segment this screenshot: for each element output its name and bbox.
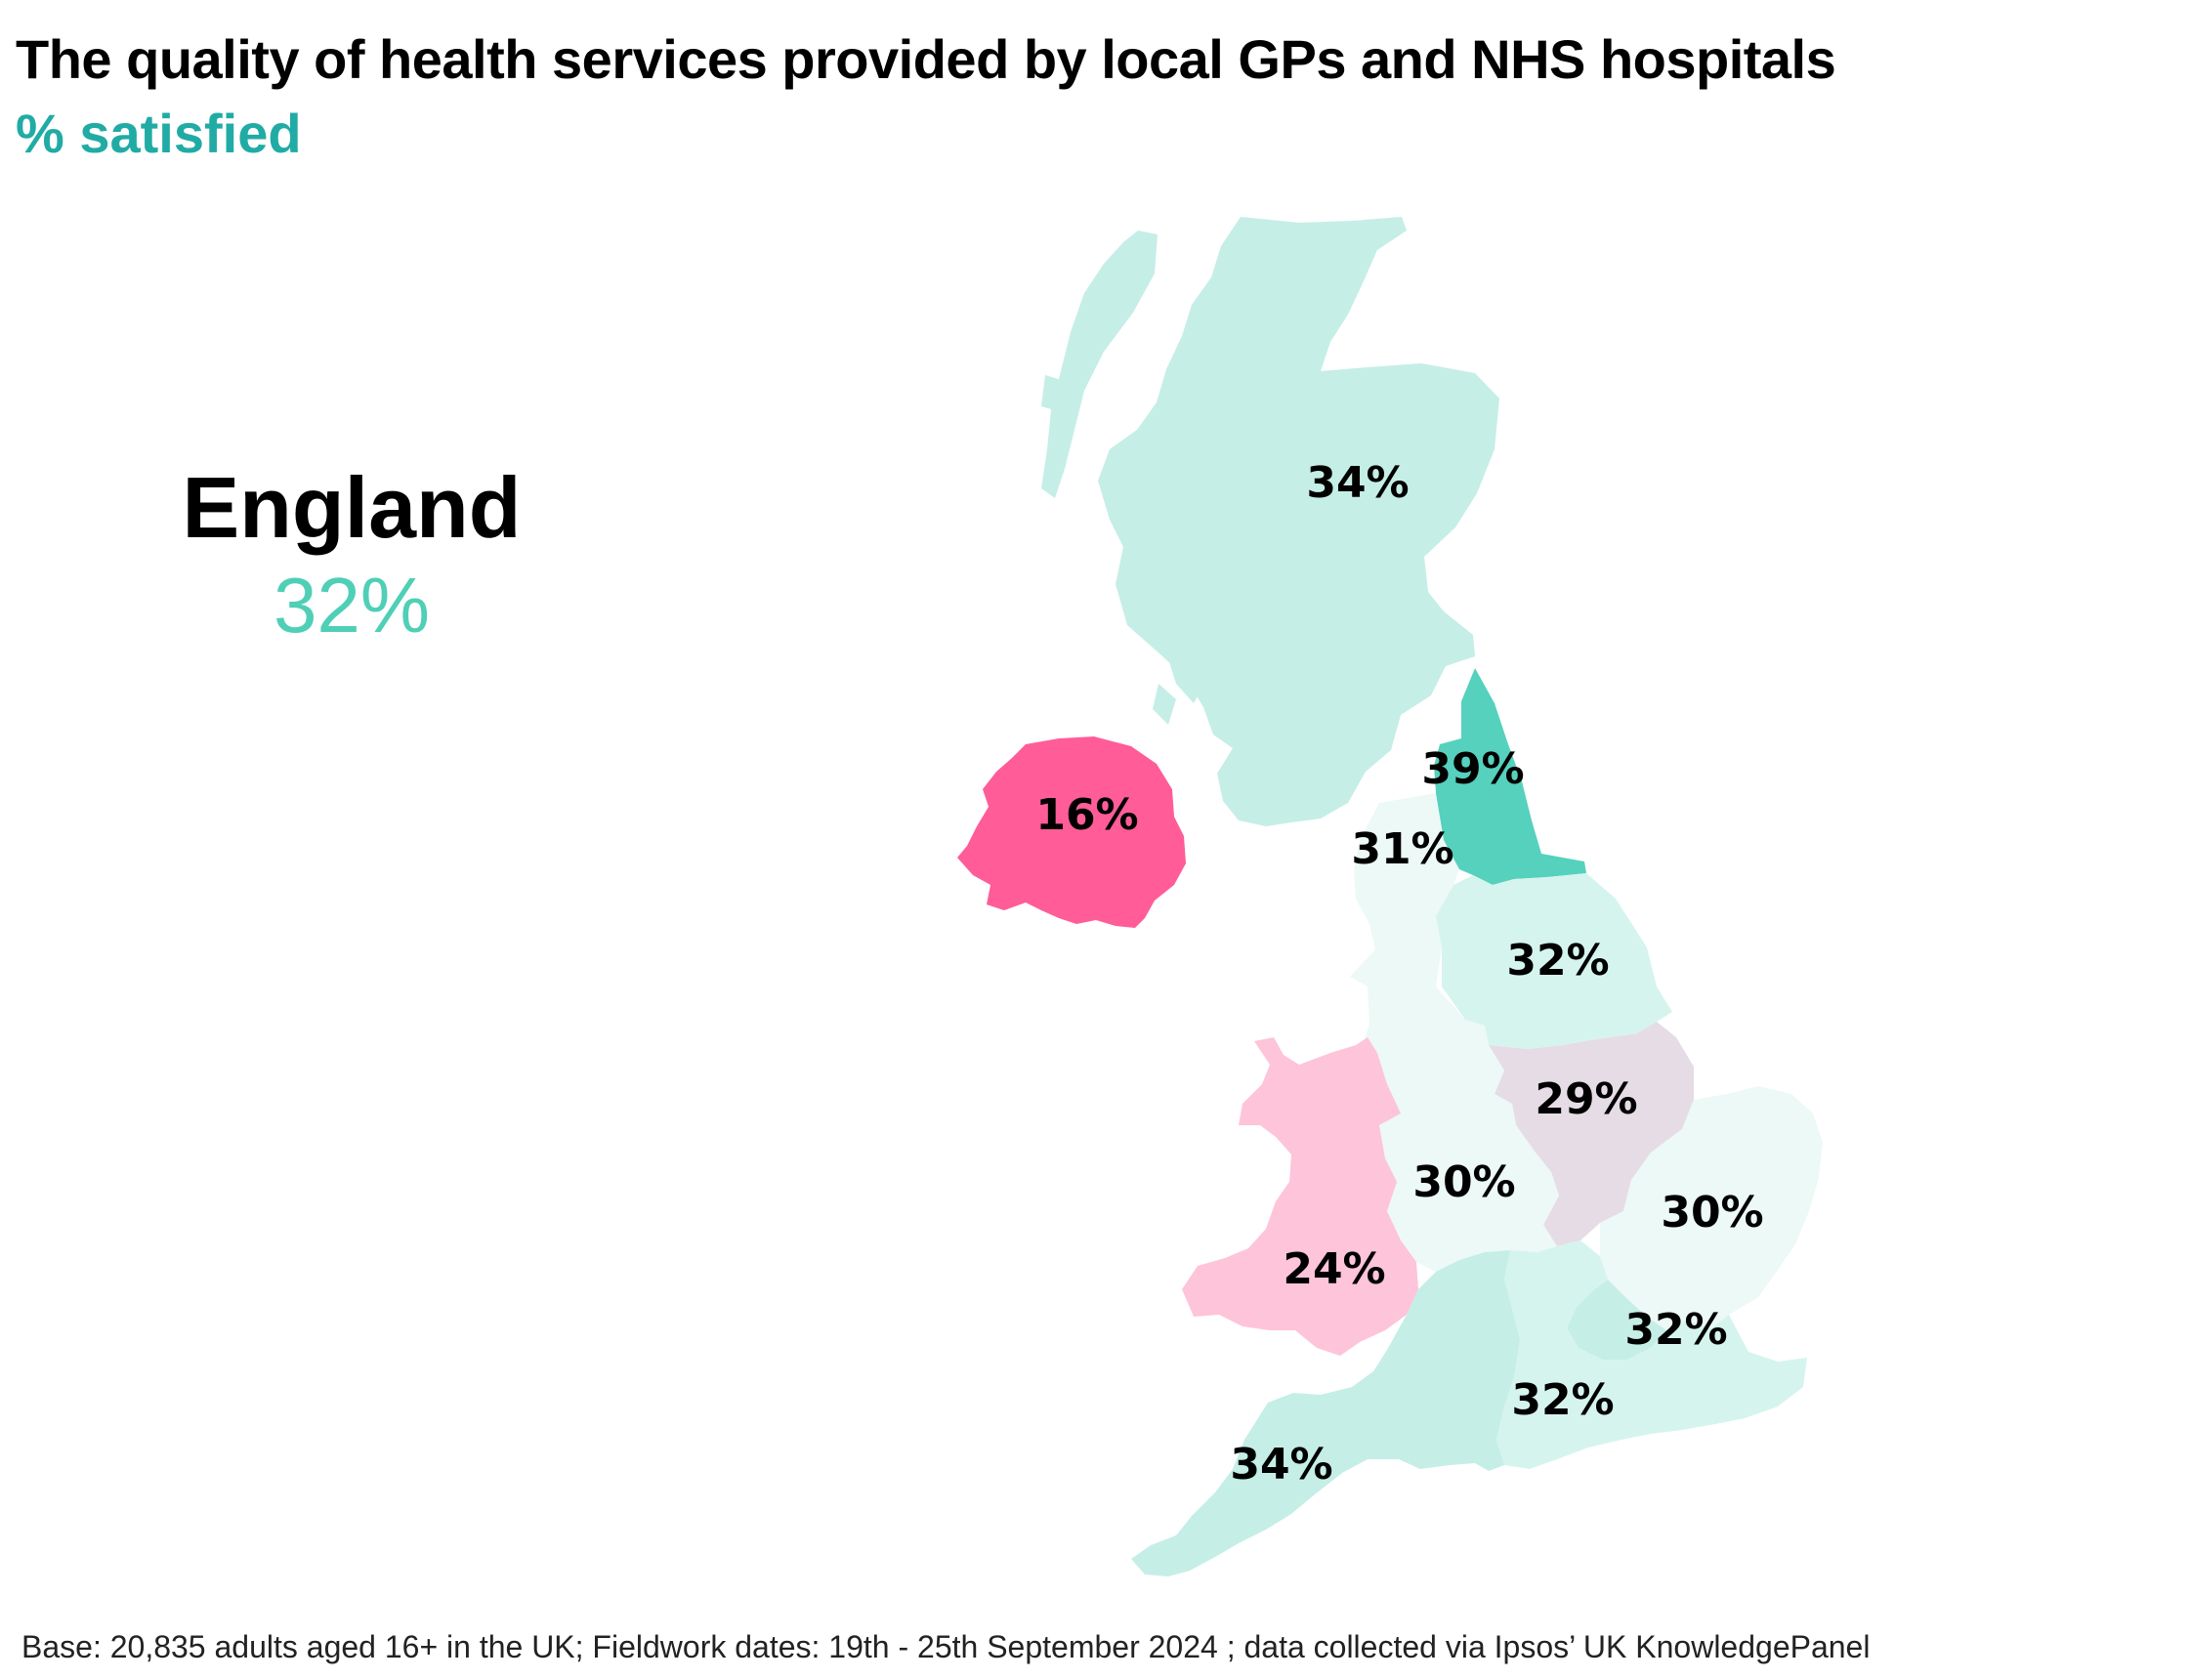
region-east-midlands[interactable]: [1489, 1022, 1694, 1246]
england-callout-name: England: [182, 459, 522, 556]
label-wales: 24%: [1283, 1244, 1385, 1294]
region-west-midlands[interactable]: [1379, 987, 1559, 1272]
label-north-east: 39%: [1421, 744, 1524, 794]
chart-subtitle: % satisfied: [16, 103, 302, 164]
label-east-midlands: 29%: [1535, 1074, 1637, 1124]
label-yorkshire: 32%: [1506, 936, 1609, 986]
label-south-west: 34%: [1230, 1440, 1332, 1490]
region-yorkshire[interactable]: [1436, 873, 1672, 1049]
chart-title: The quality of health services provided …: [16, 28, 1836, 90]
region-labels: 34% 16% 39% 31% 32% 29% 30% 30% 24% 32% …: [1035, 458, 1763, 1490]
region-scotland[interactable]: [1041, 217, 1499, 826]
label-northern-ireland: 16%: [1035, 790, 1138, 840]
region-london[interactable]: [1567, 1280, 1666, 1360]
england-callout: England 32%: [156, 459, 547, 654]
label-north-west: 31%: [1351, 824, 1453, 874]
england-callout-value: 32%: [273, 562, 431, 649]
footnote: Base: 20,835 adults aged 16+ in the UK; …: [21, 1629, 1871, 1664]
region-south-east[interactable]: [1496, 1240, 1807, 1469]
label-scotland: 34%: [1306, 458, 1409, 508]
region-south-west[interactable]: [1131, 1250, 1520, 1576]
region-north-east[interactable]: [1434, 668, 1586, 885]
region-wales[interactable]: [1182, 1037, 1418, 1356]
region-north-west[interactable]: [1330, 793, 1459, 1125]
label-london: 32%: [1624, 1305, 1727, 1355]
region-northern-ireland[interactable]: [957, 736, 1186, 928]
region-east-of-england[interactable]: [1600, 1086, 1823, 1330]
label-south-east: 32%: [1511, 1375, 1614, 1425]
label-east-of-england: 30%: [1661, 1188, 1763, 1238]
label-west-midlands: 30%: [1412, 1157, 1515, 1207]
